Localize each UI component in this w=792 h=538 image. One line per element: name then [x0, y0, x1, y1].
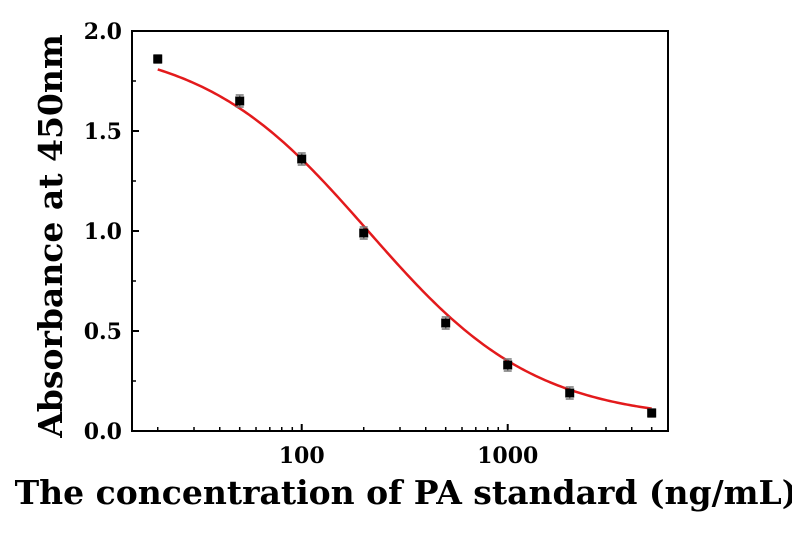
x-axis-ticks: 100 1000 — [156, 424, 653, 469]
y-tick-label: 1.0 — [84, 219, 122, 245]
x-tick-label: 100 — [279, 443, 325, 469]
y-tick-label: 1.5 — [84, 119, 122, 145]
data-point — [441, 316, 451, 330]
data-point — [503, 358, 513, 372]
y-axis-ticks: 0.0 0.5 1.0 1.5 2.0 — [84, 19, 139, 445]
square-marker — [441, 318, 451, 328]
square-marker — [235, 96, 245, 106]
x-axis-label: The concentration of PA standard (ng/mL) — [15, 473, 792, 512]
square-marker — [503, 360, 513, 370]
data-point — [647, 408, 657, 418]
data-point — [153, 54, 163, 64]
square-marker — [297, 154, 307, 164]
square-marker — [153, 54, 163, 64]
y-tick-label: 0.0 — [84, 419, 122, 445]
square-marker — [647, 408, 657, 418]
square-marker — [565, 388, 575, 398]
x-tick-label: 1000 — [477, 443, 538, 469]
square-marker — [359, 228, 369, 238]
data-point — [297, 152, 307, 166]
data-point — [359, 226, 369, 240]
data-points — [153, 54, 657, 418]
data-point — [235, 94, 245, 108]
fit-curve — [157, 68, 652, 410]
y-axis-label: Absorbance at 450nm — [31, 34, 70, 439]
y-tick-label: 2.0 — [84, 19, 122, 45]
y-tick-label: 0.5 — [84, 319, 122, 345]
data-point — [565, 386, 575, 400]
